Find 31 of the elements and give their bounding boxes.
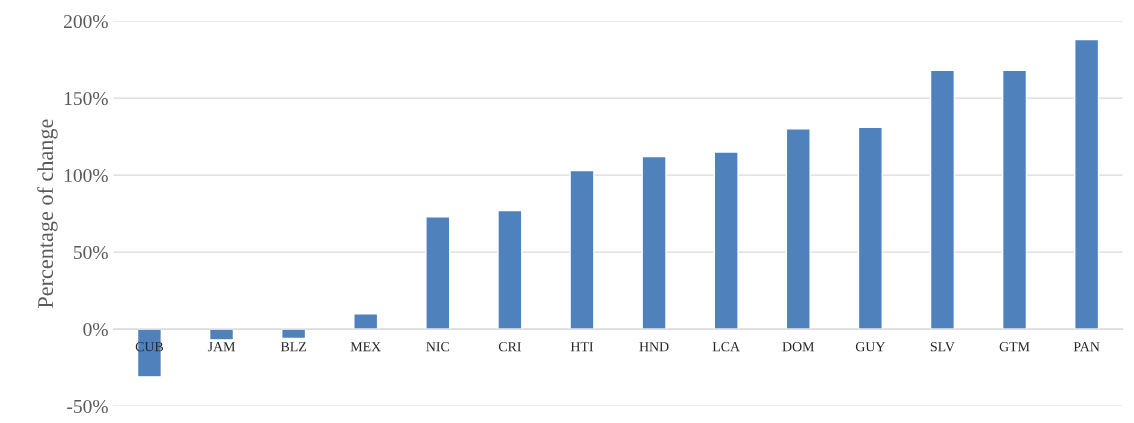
x-tick-label: PAN xyxy=(1073,342,1100,352)
bar xyxy=(208,328,235,341)
x-tick-label: GTM xyxy=(999,342,1030,352)
x-tick-label: BLZ xyxy=(280,342,306,352)
y-tick-label: 100% xyxy=(64,168,108,183)
bar xyxy=(929,69,956,330)
x-tick-label: GUY xyxy=(855,342,886,352)
y-tick-label: 200% xyxy=(64,14,108,29)
bar xyxy=(497,209,523,330)
y-axis-title: Percentage of change xyxy=(37,119,58,308)
x-tick-label: LCA xyxy=(712,342,740,352)
x-tick-label: JAM xyxy=(207,342,236,352)
bar xyxy=(785,128,811,330)
bar xyxy=(857,126,883,330)
bar xyxy=(641,155,667,330)
bar xyxy=(713,151,739,330)
y-tick-label: 50% xyxy=(74,245,108,260)
x-tick-label: HTI xyxy=(570,342,594,352)
y-tick-label: -50% xyxy=(67,399,108,414)
bar xyxy=(1074,38,1100,330)
bar xyxy=(1001,69,1028,330)
x-tick-label: CRI xyxy=(498,342,521,352)
x-tick-label: SLV xyxy=(930,342,955,352)
bar xyxy=(425,215,451,330)
x-tick-label: DOM xyxy=(782,342,815,352)
y-tick-label: 0% xyxy=(83,322,108,337)
x-tick-label: HND xyxy=(639,342,669,352)
x-tick-label: MEX xyxy=(350,342,381,352)
x-tick-label: NIC xyxy=(426,342,449,352)
bar xyxy=(569,169,595,330)
y-tick-label: 150% xyxy=(64,91,108,106)
